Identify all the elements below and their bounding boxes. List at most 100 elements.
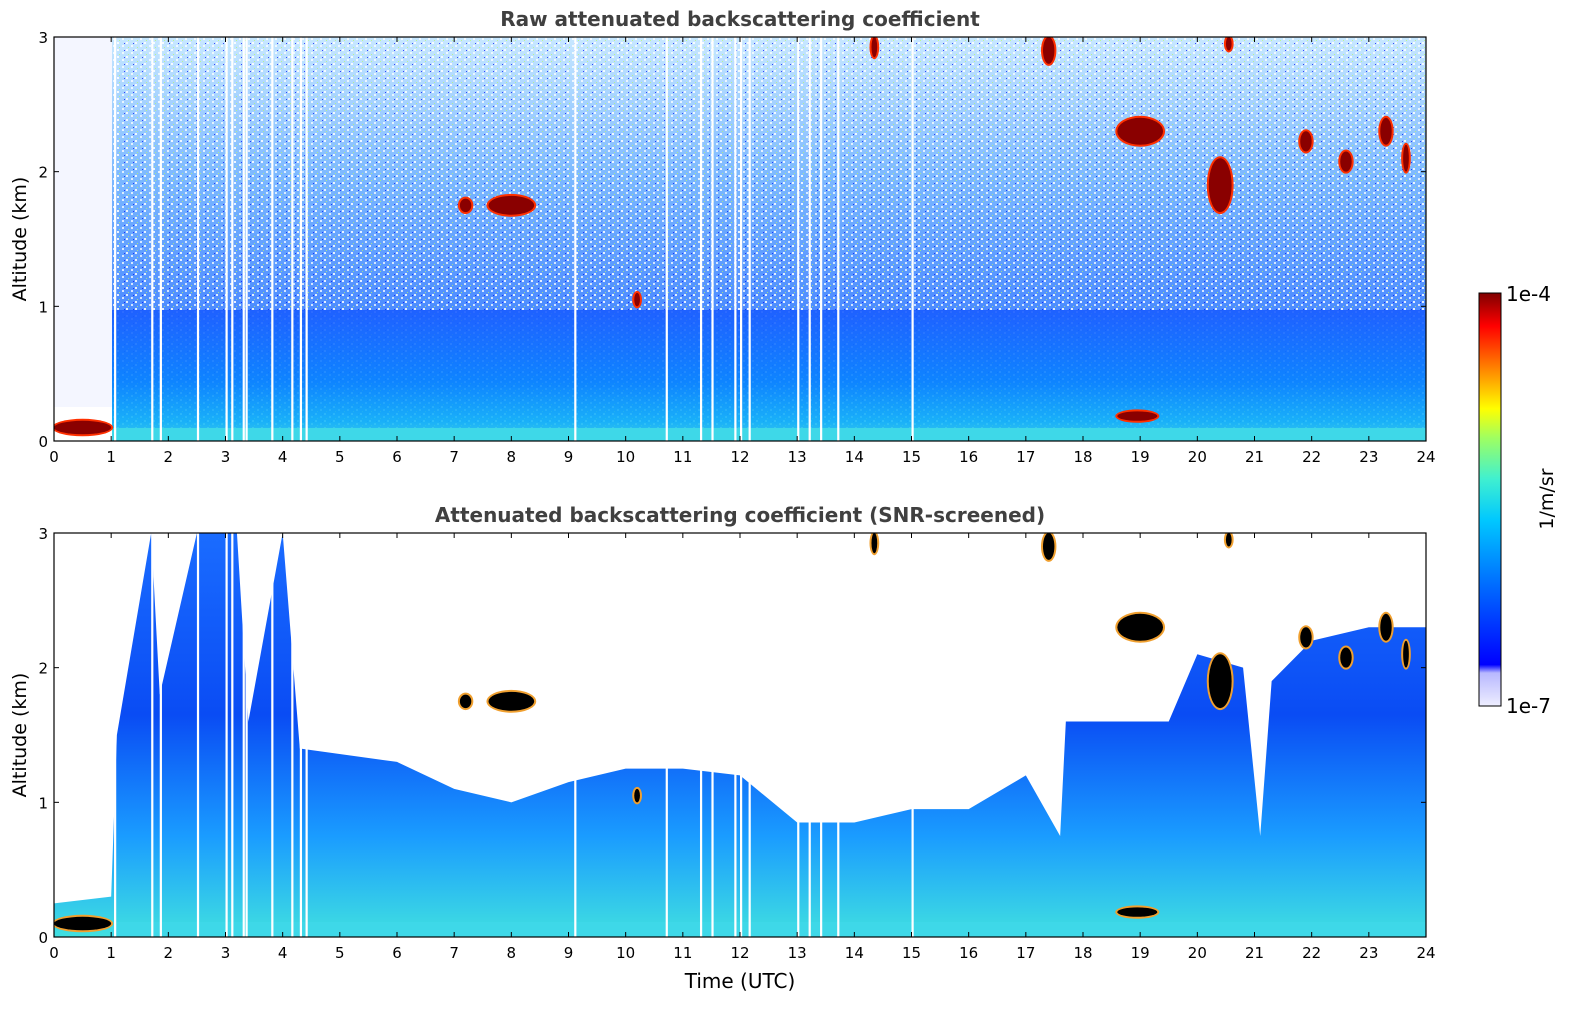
x-tick-label: 4 [278, 944, 288, 962]
missing-data-column [151, 37, 154, 441]
missing-data-column [574, 37, 577, 441]
panel1-title: Raw attenuated backscattering coefficien… [500, 7, 980, 31]
x-tick-label: 0 [49, 944, 59, 962]
feature-core [1117, 613, 1164, 641]
missing-data-column [740, 533, 743, 937]
x-tick-label: 15 [902, 944, 921, 962]
missing-data-column [740, 37, 743, 441]
missing-data-column [711, 533, 714, 937]
x-tick-label: 18 [1073, 944, 1092, 962]
colorbar-min-label: 1e-7 [1506, 694, 1551, 718]
missing-data-column [734, 533, 737, 937]
missing-data-column [245, 533, 248, 937]
missing-data-column [734, 37, 737, 441]
colorbar-unit-label: 1/m/sr [1536, 468, 1558, 529]
x-tick-label: 22 [1302, 944, 1321, 962]
x-tick-label: 5 [335, 448, 345, 466]
missing-data-column [911, 533, 914, 937]
feature-core [1117, 411, 1158, 421]
x-tick-label: 3 [221, 448, 231, 466]
colorbar: 1e-4 1e-7 1/m/sr [1478, 282, 1558, 718]
missing-data-column [114, 533, 117, 937]
feature-core [1117, 907, 1158, 917]
x-tick-label: 24 [1416, 448, 1435, 466]
x-tick-label: 21 [1245, 944, 1264, 962]
missing-data-column [699, 533, 703, 937]
x-tick-label: 20 [1188, 448, 1207, 466]
x-tick-label: 17 [1016, 448, 1035, 466]
x-tick-label: 16 [959, 448, 978, 466]
missing-data-column [291, 37, 294, 441]
feature-core [1300, 131, 1312, 152]
x-tick-label: 23 [1359, 944, 1378, 962]
x-tick-label: 1 [106, 448, 116, 466]
x-tick-label: 5 [335, 944, 345, 962]
missing-data-column [574, 533, 577, 937]
feature-core [1042, 533, 1055, 560]
feature-core [1225, 37, 1232, 51]
x-tick-label: 13 [788, 944, 807, 962]
feature-core [634, 788, 640, 803]
missing-data-column [271, 37, 274, 441]
x-tick-label: 19 [1131, 944, 1150, 962]
x-tick-label: 6 [392, 448, 402, 466]
x-tick-label: 3 [221, 944, 231, 962]
missing-data-column [159, 37, 162, 441]
x-tick-label: 15 [902, 448, 921, 466]
x-tick-label: 8 [507, 944, 517, 962]
missing-data-column [242, 37, 245, 441]
missing-data-column [748, 533, 751, 937]
panel2-ylabel: Altitude (km) [9, 673, 31, 798]
panel1-early-clear-area [54, 37, 112, 407]
feature-core [871, 37, 878, 58]
x-tick-label: 9 [564, 944, 574, 962]
missing-data-column [245, 37, 248, 441]
feature-core [54, 420, 112, 435]
y-tick-label: 2 [38, 164, 48, 182]
y-tick-label: 1 [38, 298, 48, 316]
x-tick-label: 18 [1073, 448, 1092, 466]
missing-data-column [299, 533, 303, 937]
missing-data-column [151, 533, 154, 937]
x-tick-label: 16 [959, 944, 978, 962]
missing-data-column [271, 533, 274, 937]
panel2-features [54, 533, 1411, 933]
x-axis-label: Time (UTC) [684, 969, 796, 993]
feature-core [1403, 640, 1409, 668]
panel2-surface-band [112, 922, 1426, 937]
missing-data-column [837, 37, 840, 441]
x-tick-label: 1 [106, 944, 116, 962]
panel2-screened-area [54, 533, 1426, 937]
missing-data-column [820, 533, 823, 937]
missing-data-column [305, 533, 308, 937]
x-tick-label: 17 [1016, 944, 1035, 962]
x-tick-label: 0 [49, 448, 59, 466]
missing-data-column [196, 37, 200, 441]
x-tick-label: 11 [673, 944, 692, 962]
missing-data-column [231, 37, 234, 441]
missing-data-column [711, 37, 714, 441]
x-tick-label: 24 [1416, 944, 1435, 962]
missing-data-column [159, 533, 162, 937]
feature-core [54, 916, 112, 931]
x-tick-label: 8 [507, 448, 517, 466]
x-tick-label: 23 [1359, 448, 1378, 466]
feature-core [1340, 151, 1352, 172]
x-tick-label: 6 [392, 944, 402, 962]
panel1-plot-area [54, 37, 1426, 441]
colorbar-max-label: 1e-4 [1506, 282, 1551, 306]
x-tick-label: 14 [845, 448, 864, 466]
x-tick-label: 12 [730, 944, 749, 962]
x-tick-label: 19 [1131, 448, 1150, 466]
panel1-x-ticks: 0 1 2 3 4 5 6 7 8 9 10 11 12 13 14 15 16 17 18 19 20 21 22 23 24 [49, 37, 1436, 466]
missing-data-column [225, 533, 228, 937]
y-tick-label: 2 [38, 660, 48, 678]
panel1-gaps [114, 37, 914, 441]
x-tick-label: 10 [616, 944, 635, 962]
feature-core [488, 691, 535, 711]
missing-data-column [820, 37, 823, 441]
missing-data-column [837, 533, 840, 937]
panel2-title: Attenuated backscattering coefficient (S… [435, 503, 1045, 527]
x-tick-label: 4 [278, 448, 288, 466]
